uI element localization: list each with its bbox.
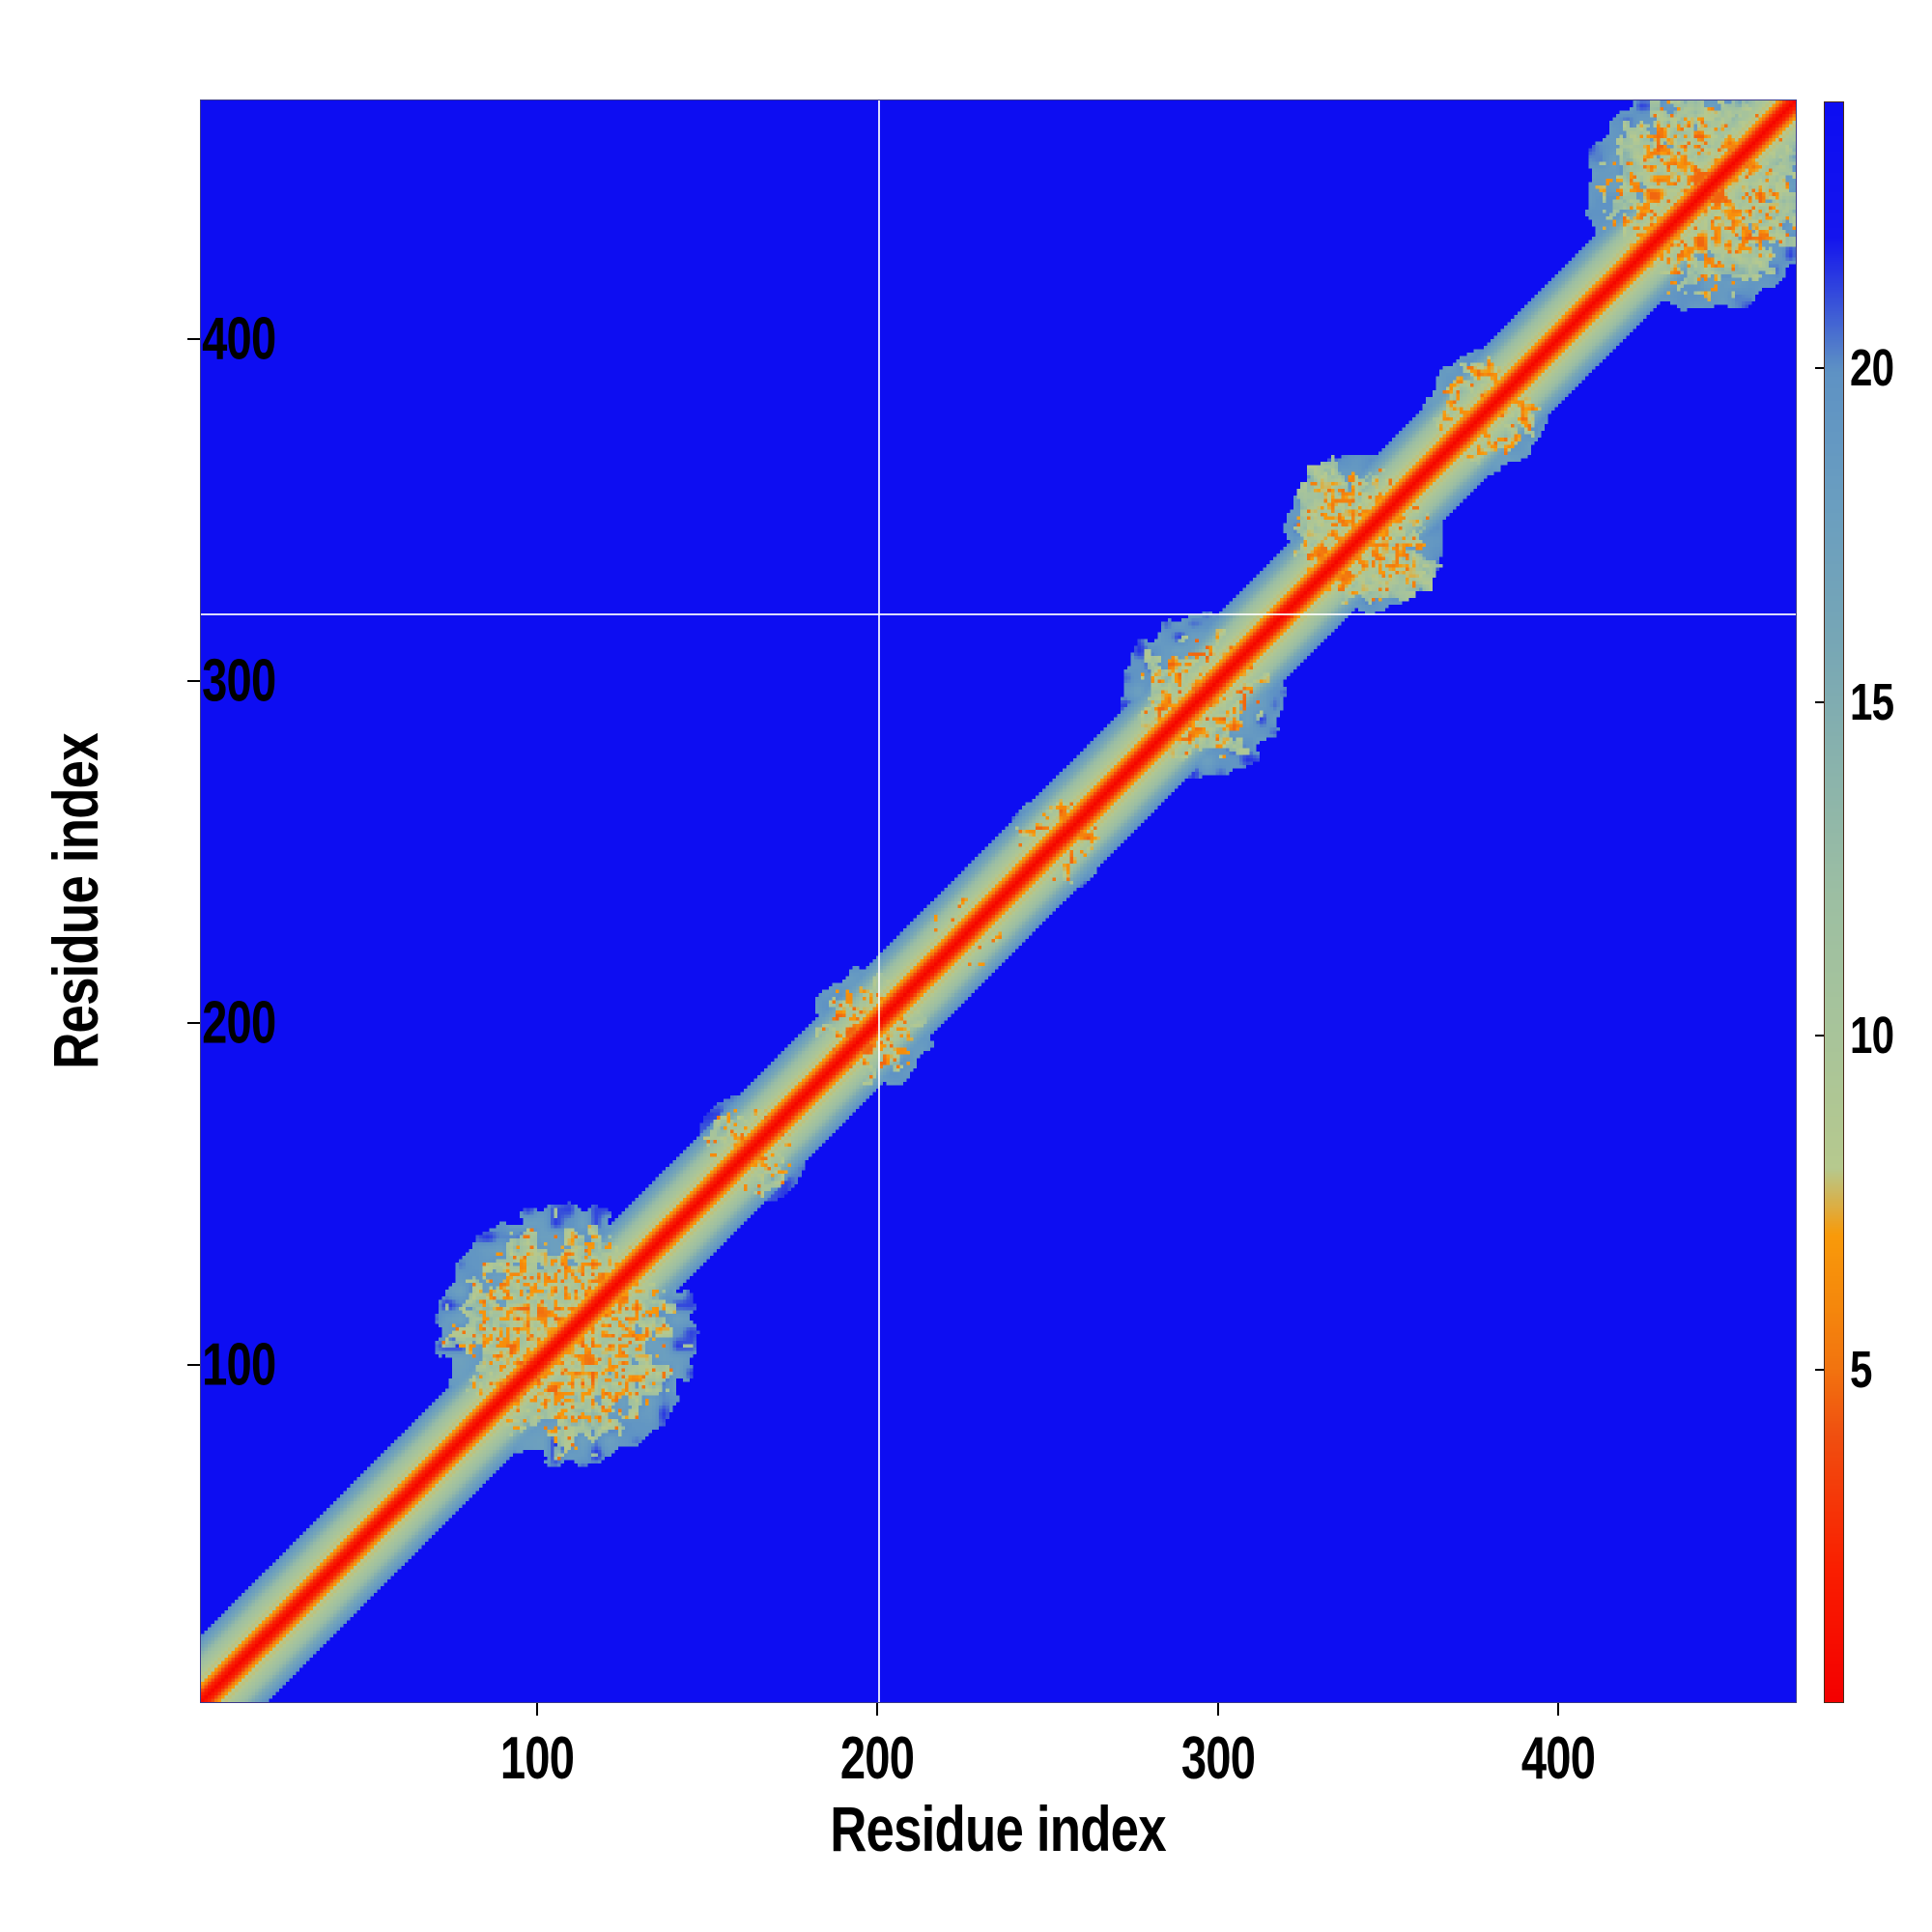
x-tick-300 (1216, 1703, 1219, 1716)
colorbar-tick-label-15: 15 (1850, 672, 1894, 731)
y-tick-label-300: 300 (202, 647, 276, 715)
x-tick-label-200: 200 (840, 1725, 915, 1792)
colorbar-gradient (1825, 102, 1843, 1702)
heatmap-plot-area (200, 99, 1797, 1703)
y-tick-400 (187, 337, 200, 340)
colorbar-tick-label-5: 5 (1850, 1340, 1872, 1399)
x-tick-400 (1557, 1703, 1560, 1716)
colorbar-tick-15 (1815, 700, 1824, 703)
y-tick-200 (187, 1021, 200, 1024)
x-tick-label-300: 300 (1180, 1725, 1256, 1792)
x-axis-label: Residue index (830, 1793, 1166, 1864)
y-tick-label-400: 400 (202, 305, 276, 373)
colorbar-tick-label-10: 10 (1850, 1007, 1894, 1065)
colorbar-tick-20 (1815, 367, 1824, 370)
y-tick-100 (187, 1363, 200, 1366)
x-tick-100 (535, 1703, 538, 1716)
x-tick-label-400: 400 (1521, 1725, 1596, 1792)
colorbar-tick-5 (1815, 1368, 1824, 1371)
x-tick-label-100: 100 (499, 1725, 575, 1792)
y-axis-label: Residue index (40, 733, 111, 1069)
colorbar-tick-10 (1815, 1035, 1824, 1037)
y-tick-label-200: 200 (202, 989, 276, 1057)
colorbar-tick-label-20: 20 (1850, 339, 1894, 398)
x-tick-200 (876, 1703, 879, 1716)
heatmap-canvas (201, 100, 1796, 1702)
y-tick-label-100: 100 (202, 1331, 276, 1399)
colorbar (1824, 101, 1844, 1703)
y-tick-300 (187, 679, 200, 682)
